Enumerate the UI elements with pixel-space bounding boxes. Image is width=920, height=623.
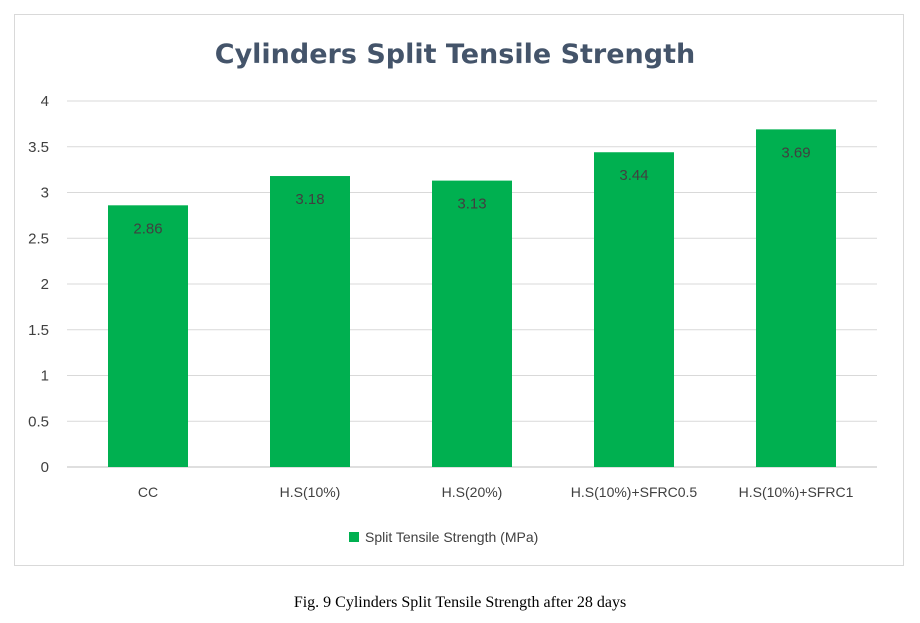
bar [756,129,836,467]
figure-caption: Fig. 9 Cylinders Split Tensile Strength … [293,594,627,611]
legend-swatch [349,532,359,542]
data-label: 3.69 [781,144,810,161]
x-category-label: H.S(10%) [280,484,341,500]
x-category-label: H.S(10%)+SFRC0.5 [571,484,698,500]
y-tick-label: 0.5 [28,413,49,430]
y-axis-ticks: 0 0.5 1 1.5 2 2.5 3 3.5 4 [28,93,49,476]
x-category-label: CC [138,484,158,500]
bar [432,180,512,468]
y-tick-label: 1 [41,368,49,385]
y-tick-label: 4 [41,93,49,110]
legend: Split Tensile Strength (MPa) [349,529,538,545]
x-category-label: H.S(10%)+SFRC1 [739,484,854,500]
bar [108,205,188,467]
y-tick-label: 3 [41,185,49,202]
y-tick-label: 2 [41,276,49,293]
y-tick-label: 3.5 [28,139,49,156]
x-category-label: H.S(20%) [442,484,503,500]
data-label: 3.44 [619,167,648,184]
data-label: 3.18 [295,191,324,208]
bar [270,176,350,467]
y-tick-label: 1.5 [28,322,49,339]
data-label: 3.13 [457,196,486,213]
chart-frame: Cylinders Split Tensile Strength 0 0.5 1 1.… [14,14,904,566]
bars [108,129,836,468]
x-axis-categories: CC H.S(10%) H.S(20%) H.S(10%)+SFRC0.5 H.S(10… [138,484,854,500]
legend-label: Split Tensile Strength (MPa) [365,529,538,545]
data-label: 2.86 [133,220,162,237]
chart-title: Cylinders Split Tensile Strength [215,39,695,70]
bar-chart: Cylinders Split Tensile Strength 0 0.5 1 1.… [28,39,877,545]
bar [594,152,674,468]
data-labels: 2.86 3.18 3.13 3.44 3.69 [133,144,810,237]
y-tick-label: 0 [41,459,49,476]
y-tick-label: 2.5 [28,230,49,247]
